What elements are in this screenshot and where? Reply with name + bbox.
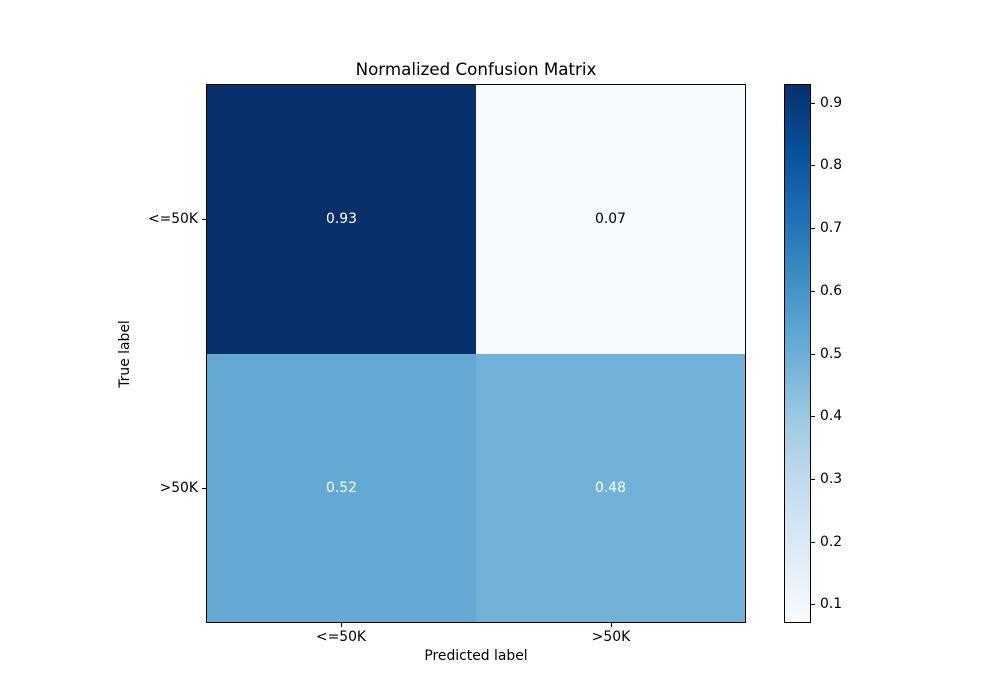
cell-value-1-1: 0.48 <box>595 479 626 496</box>
x-tick-label-gt50k: >50K <box>591 629 631 645</box>
cell-true-gt50k-pred-le50k: 0.52 <box>207 353 476 622</box>
y-axis-label: True label <box>117 320 133 388</box>
heatmap-plot: 0.93 0.07 0.52 0.48 <box>206 84 746 623</box>
x-tick-mark-le50k <box>341 623 342 627</box>
colorbar-tick-mark <box>811 416 815 418</box>
y-tick-mark-le50k <box>202 219 206 220</box>
colorbar-tick-mark <box>811 290 815 292</box>
colorbar-tick-mark <box>811 353 815 355</box>
x-tick-label-le50k: <=50K <box>315 629 367 645</box>
colorbar-tick-label: 0.7 <box>820 220 843 237</box>
cell-true-le50k-pred-le50k: 0.93 <box>207 85 476 354</box>
x-axis-label: Predicted label <box>424 648 528 664</box>
colorbar-tick-label: 0.8 <box>820 157 843 174</box>
x-tick-mark-gt50k <box>611 623 612 627</box>
y-tick-mark-gt50k <box>202 488 206 489</box>
cell-value-0-0: 0.93 <box>326 211 357 228</box>
colorbar-tick-label: 0.2 <box>820 533 843 550</box>
colorbar-tick-label: 0.4 <box>820 408 843 425</box>
colorbar-tick-label: 0.6 <box>820 282 843 299</box>
colorbar-tick-label: 0.3 <box>820 470 843 487</box>
y-tick-label-gt50k: >50K <box>159 480 198 496</box>
colorbar-tick-label: 0.9 <box>820 94 843 111</box>
colorbar-tick-mark <box>811 165 815 167</box>
cell-true-gt50k-pred-gt50k: 0.48 <box>476 353 745 622</box>
chart-title: Normalized Confusion Matrix <box>355 59 597 79</box>
colorbar-ticks: 0.1 0.2 0.3 0.4 0.5 0.6 0.7 0.8 0.9 <box>811 84 871 623</box>
colorbar-gradient <box>784 84 811 623</box>
colorbar-tick-mark <box>811 541 815 543</box>
cell-value-0-1: 0.07 <box>595 211 626 228</box>
colorbar-tick-mark <box>811 228 815 230</box>
colorbar-tick-mark <box>811 102 815 104</box>
y-tick-label-le50k: <=50K <box>147 211 198 227</box>
colorbar-tick-label: 0.1 <box>820 596 843 613</box>
colorbar-tick-mark <box>811 604 815 606</box>
cell-true-le50k-pred-gt50k: 0.07 <box>476 85 745 354</box>
cell-value-1-0: 0.52 <box>326 479 357 496</box>
colorbar-tick-mark <box>811 478 815 480</box>
colorbar-tick-label: 0.5 <box>820 345 843 362</box>
